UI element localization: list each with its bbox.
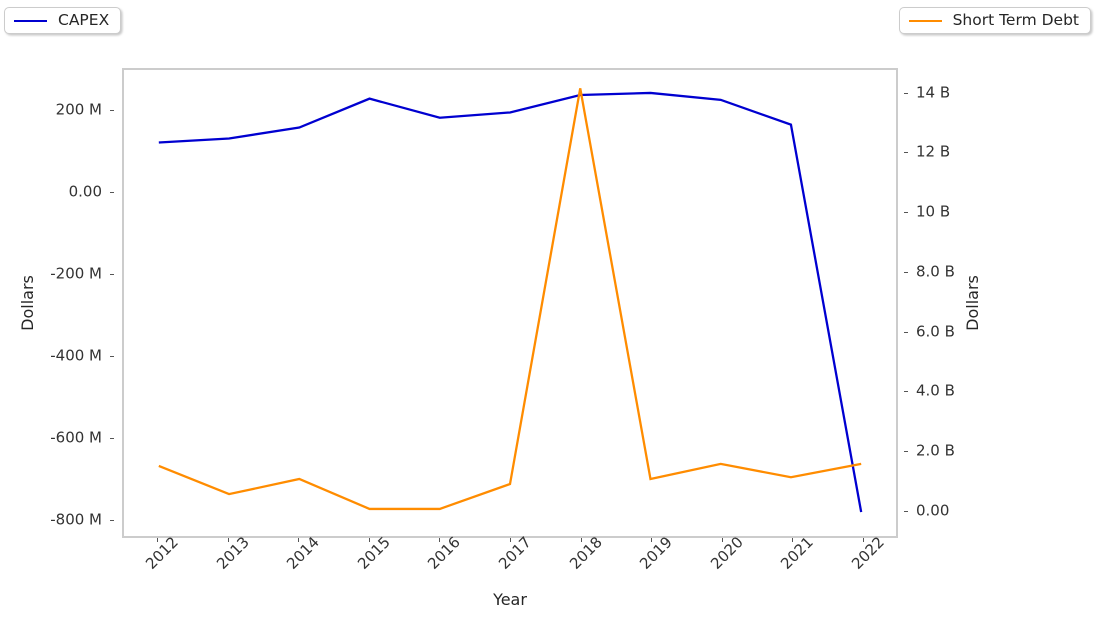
chart-lines (158, 88, 863, 513)
y-axis-right-tick-mark (904, 331, 908, 333)
y-axis-right-tick-mark (904, 451, 908, 453)
y-axis-left-title: Dollars (18, 275, 37, 331)
y-axis-right-tick-label: 0.00 (916, 501, 950, 520)
x-axis-tick-label: 2021 (777, 533, 818, 573)
x-axis-tick-mark (863, 538, 864, 542)
legend-short-term-debt[interactable]: Short Term Debt (898, 7, 1091, 34)
x-axis-tick-label: 2012 (142, 533, 182, 573)
x-axis-tick-label: 2016 (424, 533, 465, 573)
y-axis-right-tick-label: 12 B (916, 142, 951, 161)
y-axis-left-tick-label: -400 M (50, 346, 102, 365)
y-axis-right-tick-label: 14 B (916, 83, 951, 101)
y-axis-left-tick-label: -800 M (50, 510, 102, 529)
x-axis-tick-label: 2020 (706, 533, 747, 573)
x-axis-tick-label: 2017 (495, 533, 535, 573)
series-line-capex (158, 91, 863, 513)
y-axis-right-tick-mark (904, 92, 908, 94)
y-axis-left-tick-mark (110, 274, 114, 275)
legend-label-capex: CAPEX (58, 10, 110, 29)
x-axis-tick-mark (439, 538, 441, 542)
y-axis-right-tick-label: 10 B (916, 202, 951, 221)
y-axis-right-tick-mark (904, 391, 908, 393)
y-axis-left-tick-mark (110, 438, 114, 439)
legend-line-swatch-capex (14, 19, 47, 22)
legend-line-swatch-short-term-debt (908, 19, 942, 22)
y-axis-right-tick-label: 8.0 B (916, 262, 955, 281)
y-axis-left-tick-mark (110, 520, 114, 521)
x-axis-tick-label: 2019 (636, 533, 677, 573)
x-axis-tick-mark (580, 538, 582, 542)
x-axis-tick-mark (157, 538, 158, 542)
y-axis-right: 14 B 12 B 10 B 8.0 B 6.0 B 4.0 B 2.0 B 0.00 (904, 68, 1024, 538)
series-line-short-term-debt (158, 88, 862, 511)
x-axis-tick-label: 2018 (565, 533, 606, 573)
y-axis-right-tick-mark (904, 511, 908, 512)
y-axis-left-tick-mark (110, 356, 114, 357)
x-axis-tick-mark (651, 538, 653, 542)
y-axis-right-tick-mark (904, 152, 908, 154)
y-axis-right-tick-mark (904, 212, 908, 214)
y-axis-right-tick-label: 2.0 B (916, 441, 955, 460)
x-axis-tick-mark (227, 538, 229, 542)
y-axis-right-tick-label: 6.0 B (916, 322, 955, 341)
x-axis-tick-mark (510, 538, 511, 542)
x-axis-title: Year (493, 590, 527, 609)
y-axis-left-tick-label: -200 M (50, 264, 102, 283)
legend-capex[interactable]: CAPEX (4, 7, 122, 34)
x-axis-tick-mark (792, 538, 794, 542)
y-axis-left-tick-label: -600 M (50, 428, 102, 447)
x-axis: 2012 2013 2014 2015 2016 2017 2018 2019 2020 2021… (122, 533, 898, 608)
y-axis-right-tick-mark (904, 271, 908, 273)
x-axis-tick-mark (368, 538, 370, 542)
x-axis-tick-label: 2013 (212, 533, 253, 573)
x-axis-tick-label: 2015 (353, 533, 394, 573)
y-axis-right-tick-label: 4.0 B (916, 381, 955, 400)
x-axis-tick-mark (721, 538, 723, 542)
y-axis-left-tick-mark (110, 110, 114, 111)
y-axis-left-tick-mark (110, 192, 114, 193)
plot-area (122, 68, 898, 538)
x-axis-tick-label: 2014 (283, 533, 324, 573)
y-axis-right-title: Dollars (963, 275, 982, 331)
y-axis-left: 200 M 0.00 -200 M -400 M -600 M -800 M (0, 68, 114, 538)
y-axis-left-tick-label: 200 M (55, 100, 102, 119)
x-axis-tick-label: 2022 (848, 533, 888, 573)
y-axis-left-tick-label: 0.00 (68, 182, 102, 201)
legend-label-short-term-debt: Short Term Debt (952, 10, 1079, 29)
x-axis-tick-mark (298, 538, 300, 542)
